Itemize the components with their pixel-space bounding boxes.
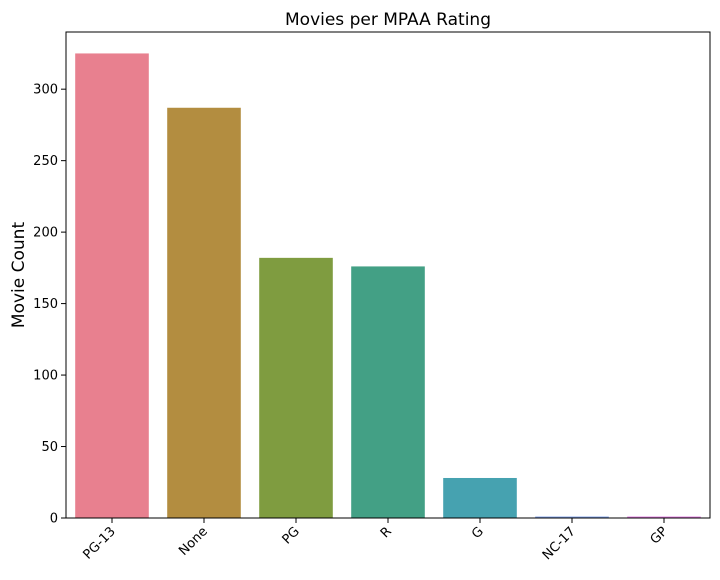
x-tick-label: R: [378, 524, 395, 541]
bars-group: [75, 53, 701, 518]
y-tick-label: 0: [50, 512, 58, 527]
x-tick-label: G: [469, 524, 487, 542]
bar-nc-17: [535, 516, 609, 518]
bar-gp: [627, 516, 701, 518]
y-tick-label: 150: [33, 297, 58, 312]
x-tick-label: PG: [280, 524, 303, 547]
bar-g: [443, 477, 517, 518]
y-tick-label: 200: [33, 226, 58, 241]
y-axis-ticks: 0 50 100 150 200 250 300: [33, 83, 66, 527]
y-tick-label: 100: [33, 369, 58, 384]
x-tick-label: None: [176, 524, 211, 559]
y-axis-label: Movie Count: [9, 222, 29, 329]
bar-pg: [259, 257, 333, 518]
bar-pg-13: [75, 53, 149, 518]
bar-none: [167, 107, 241, 518]
y-tick-label: 250: [33, 154, 58, 169]
x-tick-label: NC-17: [540, 524, 579, 563]
plot-frame: [65, 31, 711, 519]
x-tick-label: PG-13: [81, 524, 119, 562]
y-tick-label: 300: [33, 83, 58, 98]
x-axis-ticks: PG-13 None PG R G NC-17 GP: [81, 518, 671, 563]
chart-title: Movies per MPAA Rating: [285, 10, 491, 30]
bar-r: [351, 266, 425, 518]
y-tick-label: 50: [41, 440, 58, 455]
x-tick-label: GP: [648, 524, 671, 547]
